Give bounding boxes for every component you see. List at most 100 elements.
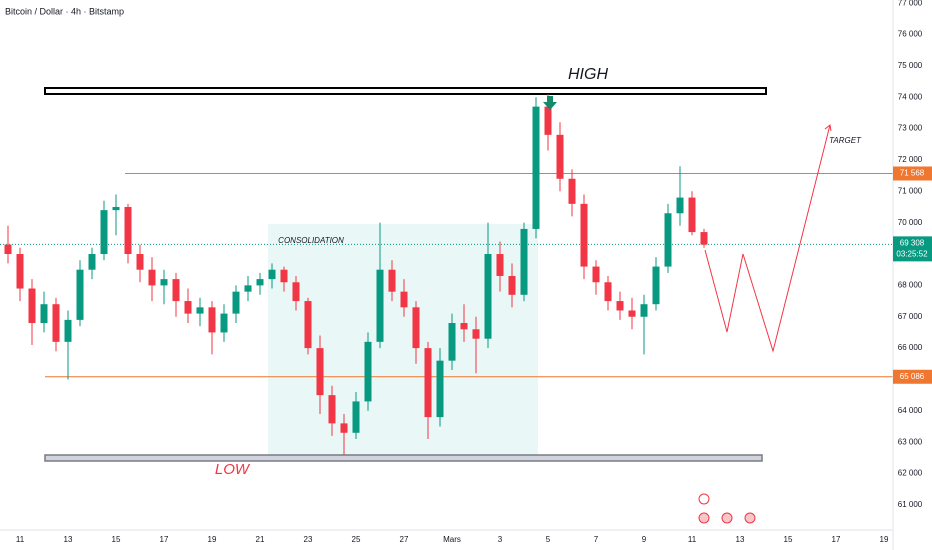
y-tick-label: 66 000 [898, 343, 923, 352]
candle-body [436, 360, 444, 418]
target-label: TARGET [829, 136, 862, 145]
candle-body [4, 244, 12, 255]
candle-body [676, 197, 684, 214]
candle-body [256, 279, 264, 286]
event-icon[interactable] [721, 512, 733, 524]
candle-body [412, 307, 420, 349]
candle-body [700, 232, 708, 245]
candle-body [172, 279, 180, 302]
candle-body [496, 254, 504, 276]
candle-body [448, 323, 456, 361]
level-price-box [893, 369, 932, 384]
candle-body [160, 279, 168, 286]
event-icon[interactable] [698, 493, 710, 505]
candle-body [40, 304, 48, 324]
candle-body [640, 304, 648, 317]
x-tick-label: 11 [16, 535, 25, 544]
candle-body [304, 301, 312, 349]
candle-body [508, 275, 516, 295]
candle-body [112, 206, 120, 211]
candle-body [544, 106, 552, 135]
candle-body [268, 269, 276, 280]
consolidation-label: CONSOLIDATION [278, 236, 344, 245]
candle-body [592, 266, 600, 283]
candle-body [16, 254, 24, 289]
last-price-label: 69 308 [900, 238, 925, 247]
candle-body [316, 348, 324, 396]
candle-body [580, 203, 588, 267]
candle-body [220, 313, 228, 333]
candle-body [64, 319, 72, 342]
x-tick-label: 7 [594, 535, 599, 544]
candle-body [292, 282, 300, 302]
candle-body [400, 291, 408, 308]
x-tick-label: 15 [112, 535, 121, 544]
consolidation-zone [268, 224, 538, 458]
candle-body [124, 206, 132, 255]
candle-body [196, 307, 204, 314]
candle-body [388, 269, 396, 292]
y-tick-label: 73 000 [898, 124, 923, 133]
chart-title: Bitcoin / Dollar · 4h · Bitstamp [5, 6, 124, 16]
candle-body [100, 210, 108, 255]
candle-body [244, 285, 252, 292]
candle-body [328, 395, 336, 424]
x-tick-label: 19 [208, 535, 217, 544]
candle-body [628, 310, 636, 317]
projection-path [704, 124, 831, 353]
last-price-box [893, 236, 932, 262]
candle-body [352, 401, 360, 433]
candle-body [208, 307, 216, 333]
candle-body [232, 291, 240, 314]
x-tick-label: 11 [688, 535, 697, 544]
x-tick-label: 25 [352, 535, 361, 544]
y-tick-label: 63 000 [898, 437, 923, 446]
candle-body [52, 304, 60, 342]
candle-body [376, 269, 384, 342]
candle-body [280, 269, 288, 283]
high-zone [44, 87, 767, 95]
candle-body [604, 282, 612, 302]
candle-body [652, 266, 660, 305]
candle-body [136, 254, 144, 270]
candle-body [520, 228, 528, 295]
candle-body [340, 423, 348, 433]
high-label: HIGH [568, 66, 608, 83]
candle-body [688, 197, 696, 233]
y-tick-label: 74 000 [898, 92, 923, 101]
x-tick-label: 21 [256, 535, 265, 544]
low-label: LOW [215, 461, 251, 478]
projection-arrowhead [824, 124, 832, 132]
candle-body [556, 134, 564, 179]
candle-body [532, 106, 540, 229]
candle-body [484, 254, 492, 339]
y-tick-label: 70 000 [898, 218, 923, 227]
candle-body [88, 254, 96, 270]
y-tick-label: 62 000 [898, 469, 923, 478]
candle-body [664, 213, 672, 267]
candle-body [184, 301, 192, 314]
x-tick-label: 13 [736, 535, 745, 544]
candle-body [148, 269, 156, 286]
y-tick-label: 71 000 [898, 186, 923, 195]
down-arrow [543, 96, 557, 110]
candle-body [364, 341, 372, 402]
x-tick-label: Mars [443, 535, 461, 544]
y-tick-label: 64 000 [898, 406, 923, 415]
countdown-label: 03:25:52 [896, 249, 928, 258]
level-price-box [893, 166, 932, 181]
event-icon[interactable] [698, 512, 710, 524]
x-tick-label: 19 [880, 535, 889, 544]
event-icon[interactable] [744, 512, 756, 524]
x-tick-label: 17 [160, 535, 169, 544]
x-tick-label: 15 [784, 535, 793, 544]
candle-body [424, 348, 432, 418]
level-price-label: 65 086 [900, 372, 925, 381]
candle-body [568, 178, 576, 204]
y-tick-label: 68 000 [898, 280, 923, 289]
x-tick-label: 5 [546, 535, 551, 544]
x-tick-label: 3 [498, 535, 503, 544]
y-tick-label: 67 000 [898, 312, 923, 321]
y-tick-label: 72 000 [898, 155, 923, 164]
